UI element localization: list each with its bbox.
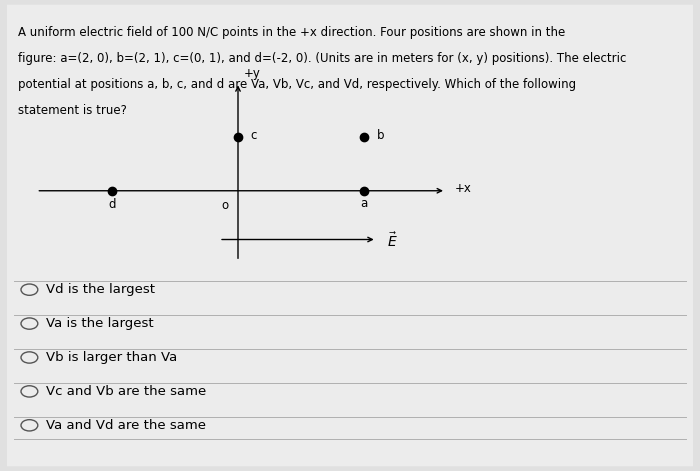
Text: c: c [251,129,257,142]
Text: b: b [377,129,384,142]
Text: o: o [222,199,229,212]
Text: Vb is larger than Va: Vb is larger than Va [46,351,176,364]
Text: $\vec{E}$: $\vec{E}$ [387,231,398,250]
Text: Va is the largest: Va is the largest [46,317,153,330]
FancyBboxPatch shape [7,5,693,466]
Text: +x: +x [455,182,472,195]
Text: d: d [108,198,116,211]
Text: potential at positions a, b, c, and d are Va, Vb, Vc, and Vd, respectively. Whic: potential at positions a, b, c, and d ar… [18,78,575,91]
Text: figure: a=(2, 0), b=(2, 1), c=(0, 1), and d=(-2, 0). (Units are in meters for (x: figure: a=(2, 0), b=(2, 1), c=(0, 1), an… [18,52,626,65]
Text: statement is true?: statement is true? [18,104,127,117]
Text: a: a [360,197,368,211]
Text: Vd is the largest: Vd is the largest [46,283,155,296]
Text: Va and Vd are the same: Va and Vd are the same [46,419,206,432]
Text: +y: +y [244,67,260,80]
Text: Vc and Vb are the same: Vc and Vb are the same [46,385,206,398]
Text: A uniform electric field of 100 N/C points in the +x direction. Four positions a: A uniform electric field of 100 N/C poin… [18,26,565,39]
